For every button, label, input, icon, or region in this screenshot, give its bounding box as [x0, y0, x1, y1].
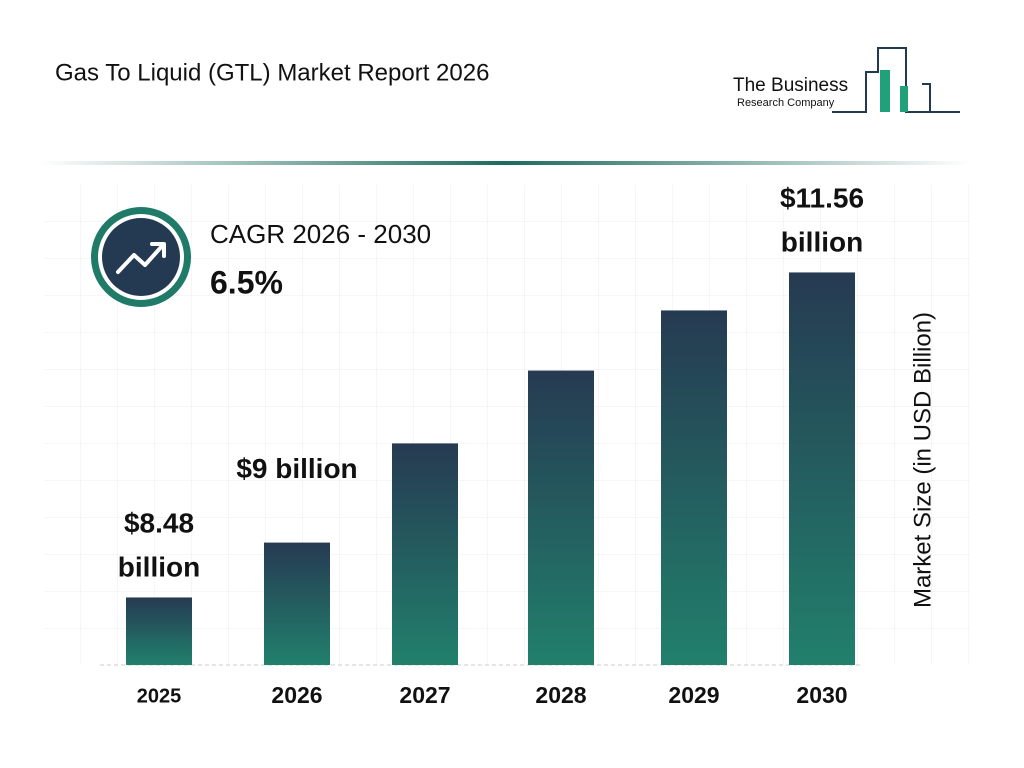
bar — [392, 443, 458, 665]
logo-bar — [880, 70, 890, 112]
chart-title: Gas To Liquid (GTL) Market Report 2026 — [55, 59, 489, 86]
bar — [264, 542, 330, 665]
x-tick-label: 2030 — [796, 682, 847, 708]
value-label-line: $11.56 — [780, 183, 864, 214]
x-tick-label: 2028 — [535, 682, 586, 708]
logo-outline — [832, 47, 960, 113]
y-axis-label: Market Size (in USD Billion) — [909, 312, 936, 608]
bar — [126, 597, 192, 665]
bar — [789, 272, 855, 665]
logo-bar — [900, 86, 908, 112]
icon-core — [102, 218, 180, 296]
logo-text: The Business — [733, 75, 848, 96]
x-tick-label: 2027 — [399, 682, 450, 708]
x-tick-label: 2025 — [137, 685, 182, 707]
x-tick-label: 2029 — [668, 682, 719, 708]
value-label: $9 billion — [236, 453, 357, 484]
value-label: $11.56 billion — [780, 183, 864, 258]
bar — [528, 370, 594, 665]
icon-arrow — [116, 242, 166, 274]
value-label-line: $8.48 — [124, 508, 194, 539]
cagr-label: CAGR 2026 - 2030 — [210, 219, 431, 249]
value-label-line: billion — [781, 227, 863, 258]
logo: The Business Research Company — [733, 47, 960, 113]
cagr-value: 6.5% — [210, 264, 283, 300]
value-label: $8.48 billion — [118, 508, 200, 583]
divider — [40, 161, 970, 165]
cagr-icon — [91, 207, 191, 307]
logo-text: Research Company — [737, 97, 835, 109]
bar — [661, 310, 727, 665]
x-tick-label: 2026 — [271, 682, 322, 708]
value-label-line: billion — [118, 552, 200, 583]
